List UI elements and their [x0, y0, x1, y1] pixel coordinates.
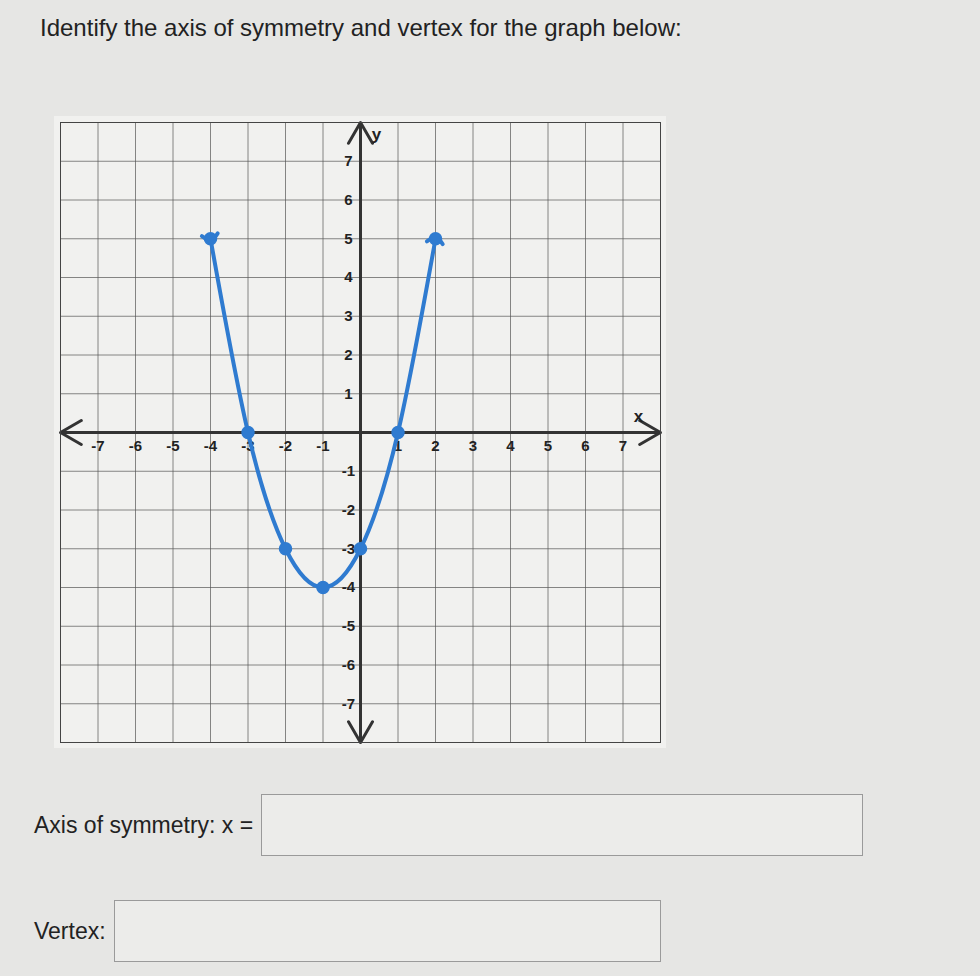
html-text:Vertex:: Vertex: [34, 917, 106, 944]
svg-text:-4: -4 [204, 437, 218, 454]
svg-text:3: 3 [469, 437, 477, 454]
svg-text:-1: -1 [342, 462, 355, 479]
svg-text:-1: -1 [316, 437, 329, 454]
svg-text:6: 6 [581, 437, 589, 454]
svg-text:6: 6 [344, 191, 352, 208]
svg-text:7: 7 [344, 152, 352, 169]
html-text:Axis of symmetry: x =: Axis of symmetry: x = [34, 811, 254, 838]
svg-text:-2: -2 [279, 437, 292, 454]
svg-text:x: x [634, 407, 644, 426]
svg-text:2: 2 [344, 346, 352, 363]
html-text:Identify the axis of symmetry: Identify the axis of symmetry and vertex… [40, 14, 682, 41]
svg-text:4: 4 [506, 437, 515, 454]
svg-text:-7: -7 [91, 437, 104, 454]
svg-text:2: 2 [431, 437, 439, 454]
svg-text:-3: -3 [342, 540, 355, 557]
svg-text:-4: -4 [342, 578, 356, 595]
svg-text:-7: -7 [342, 695, 355, 712]
svg-text:-5: -5 [342, 617, 355, 634]
svg-text:-6: -6 [129, 437, 142, 454]
svg-text:y: y [372, 125, 382, 144]
svg-text:5: 5 [544, 437, 552, 454]
svg-text:4: 4 [344, 268, 353, 285]
svg-text:-2: -2 [342, 501, 355, 518]
svg-text:-6: -6 [342, 656, 355, 673]
svg-text:5: 5 [344, 230, 352, 247]
svg-text:3: 3 [344, 307, 352, 324]
svg-text:1: 1 [344, 385, 352, 402]
svg-text:-5: -5 [166, 437, 179, 454]
svg-text:-3: -3 [241, 437, 255, 455]
svg-text:7: 7 [619, 437, 627, 454]
